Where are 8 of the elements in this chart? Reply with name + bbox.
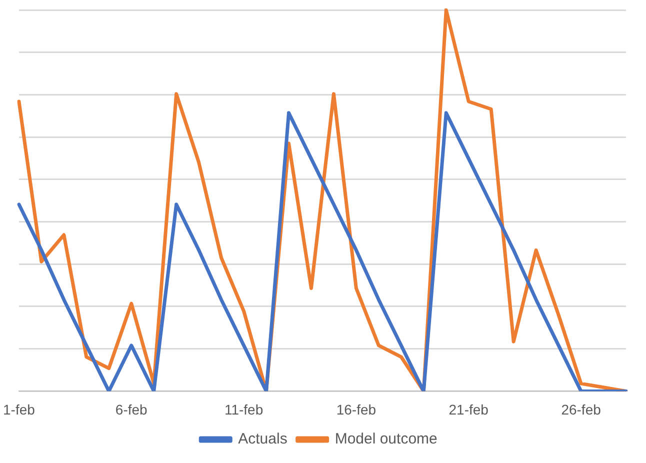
x-tick-label: 11-feb (224, 401, 264, 418)
x-tick-label: 6-feb (115, 401, 148, 418)
x-tick-label: 26-feb (561, 401, 602, 418)
legend-label: Model outcome (334, 430, 438, 448)
legend-label: Actuals (238, 430, 288, 448)
x-tick-label: 21-feb (448, 401, 489, 418)
x-tick-label: 1-feb (2, 401, 36, 418)
x-tick-label: 16-feb (336, 401, 376, 418)
